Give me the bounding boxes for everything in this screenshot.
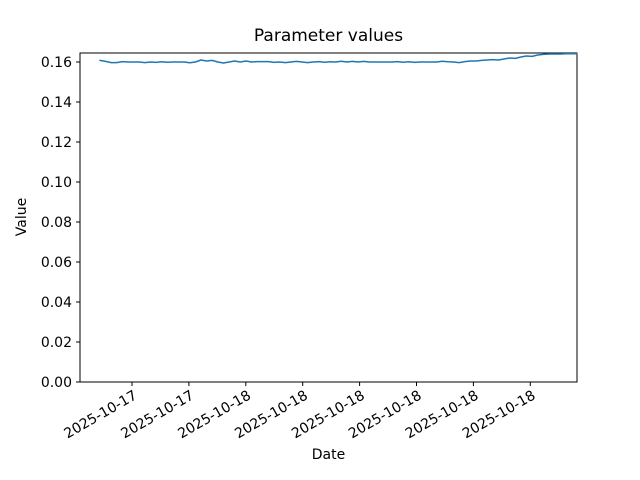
parameter-value-line: [99, 53, 578, 64]
y-tick-label: 0.10: [41, 175, 72, 191]
x-axis-ticks: 2025-10-172025-10-172025-10-182025-10-18…: [62, 382, 538, 442]
y-tick-label: 0.16: [41, 55, 72, 71]
axes-border: [79, 52, 578, 383]
axes-spine: [79, 52, 578, 383]
y-tick-label: 0.12: [41, 135, 72, 151]
y-tick-label: 0.08: [41, 215, 72, 231]
y-tick-label: 0.06: [41, 255, 72, 271]
x-axis-label: Date: [311, 447, 346, 463]
y-tick-label: 0.00: [41, 375, 72, 391]
data-line-series: [99, 53, 578, 64]
y-axis-ticks: 0.00 0.02 0.04 0.06 0.08 0.10 0.12 0.14 0.16: [41, 55, 80, 391]
y-tick-label: 0.04: [41, 295, 72, 311]
y-tick-label: 0.02: [41, 335, 72, 351]
y-tick-label: 0.14: [41, 95, 72, 111]
chart-title: Parameter values: [253, 26, 404, 46]
